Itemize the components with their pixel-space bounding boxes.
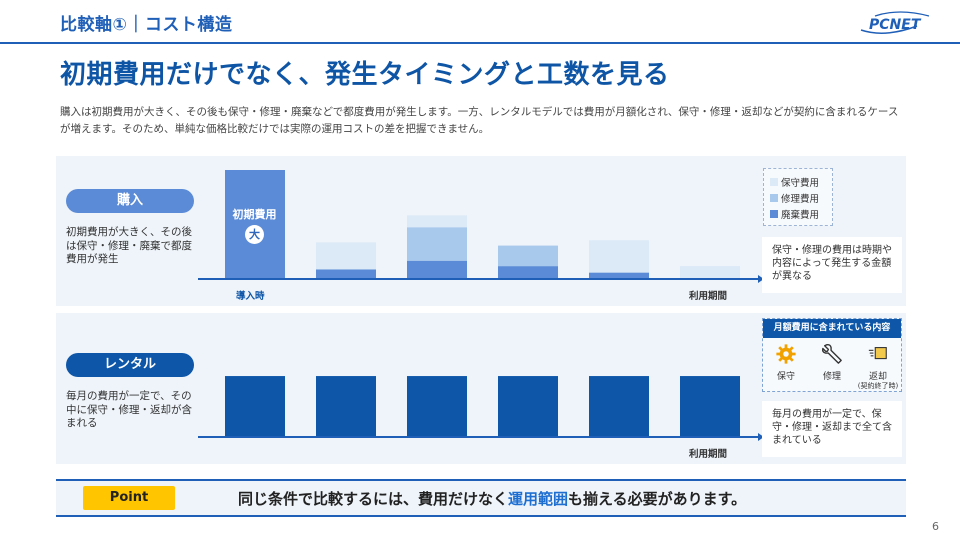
page-title: 初期費用だけでなく、発生タイミングと工数を見る	[60, 60, 670, 90]
legend-label-repair: 修理費用	[781, 194, 820, 205]
page-number: 6	[932, 520, 939, 533]
purchase-note: 保守・修理の費用は時期や内容によって発生する金額が異なる	[762, 237, 902, 293]
legend-item-maintenance: 保守費用	[770, 174, 826, 190]
included-item-return: 返却 (契約終了時)	[856, 343, 900, 391]
legend-label-maintenance: 保守費用	[781, 178, 820, 189]
legend-swatch-repair	[770, 194, 778, 202]
legend-item-repair: 修理費用	[770, 190, 826, 206]
legend-swatch-maintenance	[770, 178, 778, 186]
included-sub-return: (契約終了時)	[857, 382, 899, 390]
initial-cost-badge: 大	[245, 225, 264, 244]
included-services-box: 月額費用に含まれている内容 保守	[762, 318, 902, 392]
cost-legend: 保守費用 修理費用 廃棄費用	[763, 168, 833, 226]
section-title: 比較軸①｜コスト構造	[60, 15, 233, 35]
included-services-title: 月額費用に含まれている内容	[763, 319, 901, 338]
purchase-label: 購入	[66, 189, 194, 213]
point-text-highlight: 運用範囲	[508, 490, 569, 508]
purchase-axis-end-label: 利用期間	[689, 291, 728, 302]
rental-label: レンタル	[66, 353, 194, 377]
header-divider	[0, 42, 960, 44]
included-label-repair: 修理	[822, 372, 841, 382]
purchase-description: 初期費用が大きく、その後は保守・修理・廃棄で都度費用が発生	[66, 226, 192, 265]
return-box-icon	[868, 347, 887, 360]
page-description: 購入は初期費用が大きく、その後も保守・修理・廃棄などで都度費用が発生します。一方…	[60, 106, 899, 135]
rental-note: 毎月の費用が一定で、保守・修理・返却まで全て含まれている	[762, 401, 902, 457]
point-text-after: も揃える必要があります。	[568, 490, 747, 508]
point-text: 同じ条件で比較するには、費用だけなく運用範囲も揃える必要があります。	[238, 488, 746, 509]
included-label-maintenance: 保守	[776, 372, 795, 382]
point-text-before: 同じ条件で比較するには、費用だけなく	[238, 490, 509, 508]
included-item-repair: 修理	[810, 343, 854, 391]
included-item-maintenance: 保守	[764, 343, 808, 391]
included-label-return: 返却	[868, 372, 887, 382]
pcnet-logo: PCNET	[860, 11, 930, 34]
rental-axis-end-label: 利用期間	[689, 449, 728, 460]
rental-description: 毎月の費用が一定で、その中に保守・修理・返却が含まれる	[66, 390, 192, 429]
point-bar	[56, 479, 906, 517]
wrench-icon	[821, 343, 842, 364]
point-badge: Point	[83, 486, 175, 510]
legend-swatch-disposal	[770, 210, 778, 218]
initial-cost-label: 初期費用	[232, 208, 277, 221]
logo-text: PCNET	[869, 17, 922, 33]
gear-icon	[776, 344, 796, 364]
legend-label-disposal: 廃棄費用	[781, 210, 820, 221]
legend-item-disposal: 廃棄費用	[770, 206, 826, 222]
purchase-axis-start-label: 導入時	[236, 291, 265, 302]
